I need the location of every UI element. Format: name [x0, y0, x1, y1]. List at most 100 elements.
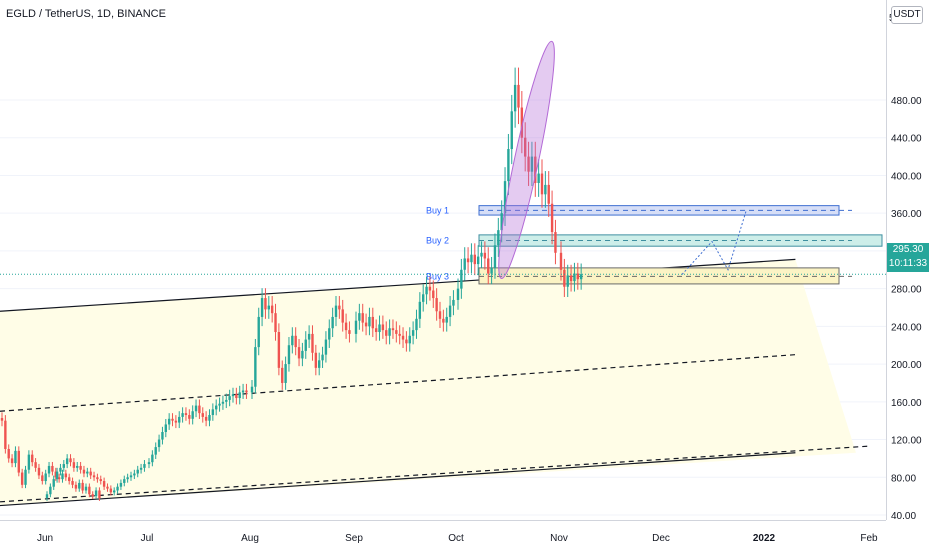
candle-body — [238, 392, 241, 399]
time-axis[interactable]: Jun Jul Aug Sep Oct Nov Dec 2022 Feb — [0, 520, 886, 551]
candle-body — [106, 486, 109, 489]
channel-line-dashed-2 — [0, 445, 870, 503]
candle-body — [510, 111, 513, 150]
candle-body — [321, 354, 324, 361]
candle-body — [487, 258, 490, 274]
x-tick-label: Jul — [141, 533, 154, 544]
candle-body — [65, 458, 69, 465]
candle-body — [64, 473, 68, 478]
y-tick-label: 40.00 — [891, 511, 916, 520]
candle-body — [143, 464, 146, 468]
candle-body — [334, 305, 338, 317]
buy-zone-label: Buy 2 — [426, 236, 449, 246]
candle-body — [167, 418, 171, 425]
projection-path — [681, 211, 747, 275]
candle-body — [181, 413, 184, 417]
candle-body — [438, 311, 442, 319]
candle-body — [408, 335, 411, 344]
candle-body — [20, 472, 24, 485]
candle-body — [201, 413, 204, 417]
candle-body — [91, 494, 94, 497]
candle-body — [116, 486, 119, 491]
y-tick-label: 400.00 — [891, 171, 922, 182]
candle-body — [398, 333, 401, 336]
candle-body — [418, 301, 422, 319]
candle-body — [550, 203, 554, 233]
candle-body — [49, 486, 52, 495]
candle-body — [361, 313, 364, 323]
candle-body — [517, 84, 520, 108]
candle-body — [264, 298, 267, 310]
candle-body — [341, 309, 344, 323]
candle-body — [10, 458, 14, 464]
candle-body — [82, 469, 86, 474]
candle-body — [364, 322, 368, 327]
candle-body — [493, 245, 497, 268]
candle-body — [559, 252, 563, 270]
candle-body — [405, 339, 408, 344]
candle-body — [231, 394, 235, 397]
candle-body — [88, 486, 91, 495]
price-axis-labels: 40.00 80.00 120.00 160.00 200.00 240.00 280.00… — [891, 96, 922, 522]
candle-body — [324, 339, 328, 355]
candle-body — [24, 469, 27, 485]
candle-body — [211, 409, 215, 416]
y-tick-label: 280.00 — [891, 285, 922, 296]
candle-body — [270, 305, 274, 314]
candle-body — [14, 450, 17, 464]
y-tick-label: 480.00 — [891, 96, 922, 107]
candle-body — [563, 269, 566, 287]
candle-body — [62, 464, 65, 468]
y-tick-label: 120.00 — [891, 436, 922, 447]
candle-body — [94, 490, 98, 497]
ellipse-annotation — [498, 40, 555, 279]
candle-body — [507, 149, 510, 182]
y-tick-label: 80.00 — [891, 473, 916, 484]
candle-body — [0, 418, 4, 421]
candle-body — [57, 477, 61, 480]
candle-body — [428, 286, 432, 291]
candle-body — [174, 420, 178, 423]
currency-badge[interactable]: USDT — [891, 6, 923, 24]
candle-body — [425, 286, 428, 295]
candle-body — [59, 467, 62, 472]
candle-body — [284, 364, 287, 383]
candle-body — [139, 467, 143, 470]
chart-title: EGLD / TetherUS, 1D, BINANCE — [6, 8, 166, 20]
channel-fill — [0, 259, 856, 506]
candle-body — [490, 267, 493, 274]
candle-body — [76, 465, 79, 468]
candle-body — [4, 420, 7, 449]
candle-body — [452, 299, 455, 306]
candle-body — [61, 473, 64, 480]
candle-body — [540, 173, 544, 195]
candle-body — [69, 458, 72, 463]
x-tick-label: Feb — [860, 533, 878, 544]
candle-body — [301, 350, 304, 359]
last-price-value: 295.30 — [892, 244, 924, 255]
candle-body — [267, 305, 270, 310]
candle-body — [257, 316, 260, 348]
candle-body — [463, 258, 466, 270]
candle-body — [381, 324, 385, 331]
candle-body — [573, 273, 576, 282]
candle-body — [147, 462, 151, 465]
channel-fill-layer — [0, 259, 856, 506]
buy-zone-2: Buy 2 — [426, 234, 883, 247]
candle-body — [109, 488, 113, 493]
buy-zone-label: Buy 3 — [426, 271, 449, 281]
candle-body — [500, 213, 503, 231]
candle-body — [260, 298, 264, 317]
candle-body — [534, 156, 537, 183]
candle-body — [524, 137, 527, 157]
candle-body — [274, 313, 277, 333]
candle-body — [503, 181, 507, 214]
candle-body — [81, 482, 84, 491]
candle-body — [17, 450, 20, 473]
candle-body — [307, 333, 311, 340]
x-tick-label: Jun — [37, 533, 53, 544]
candle-body — [84, 486, 88, 491]
candle-body — [520, 107, 524, 138]
